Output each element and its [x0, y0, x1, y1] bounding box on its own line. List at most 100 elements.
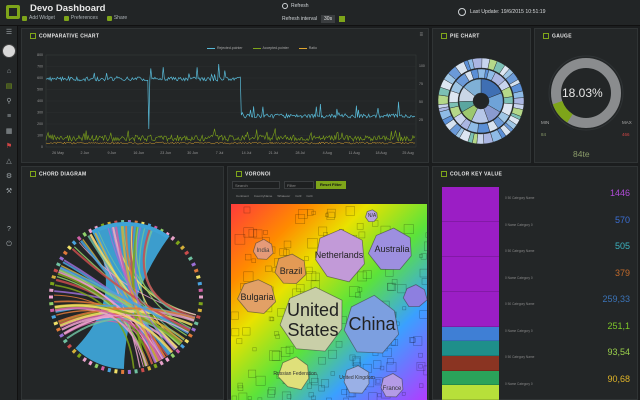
- share-button[interactable]: Share: [106, 15, 127, 21]
- color-key-label: 0 Name Category 0: [505, 275, 533, 280]
- chord-svg: [49, 220, 203, 374]
- chord-group-arc: [82, 357, 88, 363]
- voronoi-country-label: United: [287, 300, 339, 320]
- settings-icon[interactable]: ⚙: [5, 173, 13, 180]
- chord-ribbon: [58, 268, 181, 346]
- sunburst-chart: [437, 57, 525, 145]
- voronoi-small-cell: [419, 310, 427, 319]
- gauge-min-label: MIN: [541, 120, 550, 125]
- search-icon[interactable]: ⚲: [6, 98, 12, 105]
- plus-icon: [22, 15, 27, 21]
- y2-tick-label: 75: [419, 82, 423, 86]
- chord-group-arc: [195, 275, 201, 280]
- gauge-track: [551, 58, 621, 128]
- voronoi-country-cell: [343, 294, 400, 354]
- voronoi-country-label: Russian Federation: [273, 371, 317, 377]
- refresh-icon: [282, 3, 288, 9]
- preferences-button[interactable]: Preferences: [63, 15, 98, 21]
- voronoi-country-cell: [315, 228, 365, 283]
- voronoi-filter-input[interactable]: Filter: [284, 181, 314, 189]
- dashboard-icon[interactable]: ▤: [5, 83, 13, 90]
- voronoi-small-cell: [387, 358, 394, 365]
- color-key-label: 0 Name Category 0: [505, 381, 533, 386]
- color-key-label: 0 Name Category 0: [505, 222, 533, 227]
- y-tick-label: 800: [37, 53, 43, 57]
- voronoi-country-label: India: [256, 248, 270, 254]
- chord-group-arc: [175, 240, 181, 246]
- x-tick-label: 7 Jul: [216, 151, 224, 155]
- chord-ribbon: [54, 304, 173, 354]
- color-key-bar-stack: [442, 187, 499, 400]
- chord-group-arc: [71, 348, 77, 354]
- voronoi-small-cell: [267, 389, 276, 398]
- chart-legend: Rejected.pointer Accepted.pointer Ratio: [207, 46, 317, 50]
- gauge-max-value: 466: [622, 132, 630, 137]
- chord-group-arc: [49, 281, 55, 286]
- voronoi-small-cell: [321, 379, 330, 388]
- chord-ribbon: [135, 225, 192, 329]
- color-key-label: 0 50 Category Name: [505, 249, 535, 253]
- chord-group-arc: [100, 365, 105, 371]
- voronoi-small-cell: [362, 270, 372, 279]
- x-tick-label: 16 Jun: [133, 151, 144, 155]
- color-key-bar: [442, 326, 499, 342]
- voronoi-country-cell: [343, 365, 370, 394]
- color-key-bar: [442, 341, 499, 356]
- voronoi-small-cell: [386, 362, 397, 372]
- help-icon[interactable]: ?: [7, 226, 11, 233]
- refresh-interval: Refresh interval 30s: [282, 15, 346, 23]
- x-tick-label: 2 Jun: [81, 151, 90, 155]
- add-widget-button[interactable]: Add Widget: [22, 15, 55, 21]
- power-icon[interactable]: ⏻: [6, 241, 12, 248]
- refresh-apply-button[interactable]: [339, 16, 346, 22]
- color-key-bar: [442, 370, 499, 386]
- voronoi-small-cell: [251, 258, 256, 263]
- gear-icon: [63, 15, 69, 21]
- avatar[interactable]: [2, 44, 16, 58]
- voronoi-small-cell: [243, 227, 254, 238]
- voronoi-small-cell: [238, 392, 248, 400]
- chord-group-arc: [82, 231, 88, 237]
- color-key-label: 0 Name Category 0: [505, 328, 533, 333]
- tools-icon[interactable]: ⚒: [5, 188, 13, 195]
- chord-group-arc: [62, 338, 68, 344]
- voronoi-country-label: France: [383, 386, 402, 392]
- chord-group-arc: [153, 363, 158, 369]
- gauge-fill: [552, 100, 573, 123]
- panel-menu-icon[interactable]: ≡: [419, 32, 423, 38]
- gauge-svg: [548, 55, 624, 131]
- grid-icon[interactable]: ▦: [5, 128, 13, 135]
- y-tick-label: 700: [37, 65, 43, 69]
- home-icon[interactable]: ⌂: [6, 68, 12, 75]
- voronoi-small-cell: [418, 364, 423, 369]
- menu-icon[interactable]: ☰: [5, 29, 13, 36]
- alert-icon[interactable]: ⚑: [5, 143, 13, 150]
- warning-icon[interactable]: △: [6, 158, 12, 165]
- voronoi-small-cell: [296, 284, 305, 293]
- accepted-series-line: [45, 128, 416, 143]
- voronoi-small-cell: [237, 385, 244, 392]
- voronoi-search-input[interactable]: Search: [232, 181, 280, 189]
- y-tick-label: 300: [37, 111, 43, 115]
- voronoi-small-cell: [326, 397, 332, 400]
- refresh-button[interactable]: Refresh: [282, 3, 309, 9]
- voronoi-small-cell: [283, 249, 290, 256]
- chord-group-arc: [91, 222, 170, 240]
- voronoi-small-cell: [268, 316, 274, 322]
- voronoi-small-cell: [311, 272, 320, 281]
- reset-filter-button[interactable]: Reset Filter: [316, 181, 346, 189]
- chord-ribbon: [97, 230, 185, 341]
- voronoi-small-cell: [318, 226, 328, 236]
- color-key-value: 505: [614, 241, 630, 251]
- voronoi-small-cell: [318, 385, 325, 392]
- y-tick-label: 500: [37, 88, 43, 92]
- chord-group-arc: [187, 256, 193, 261]
- chord-group-arc: [107, 367, 112, 373]
- list-icon[interactable]: ≡: [6, 113, 12, 120]
- chord-group-arc: [170, 235, 176, 241]
- voronoi-country-label: Bulgaria: [240, 292, 273, 302]
- panel-title: PIE CHART: [441, 33, 480, 39]
- chord-group-arc: [191, 262, 197, 267]
- refresh-interval-select[interactable]: 30s: [321, 15, 336, 23]
